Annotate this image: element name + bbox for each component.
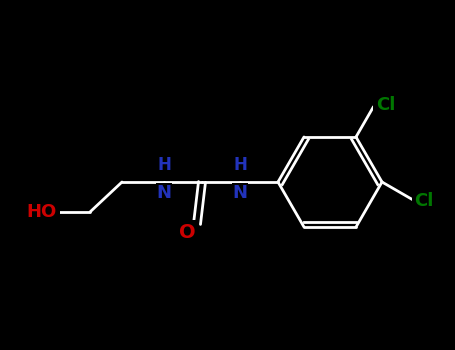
Text: Cl: Cl <box>376 96 395 114</box>
Text: N: N <box>233 184 248 202</box>
Text: O: O <box>179 223 195 241</box>
Text: HO: HO <box>27 203 57 221</box>
Text: H: H <box>233 156 247 174</box>
Text: Cl: Cl <box>415 193 434 210</box>
Text: H: H <box>157 156 171 174</box>
Text: N: N <box>157 184 172 202</box>
